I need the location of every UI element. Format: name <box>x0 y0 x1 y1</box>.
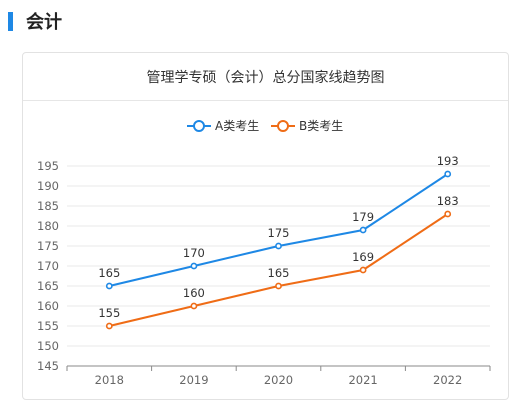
y-tick-label: 170 <box>37 259 59 273</box>
legend-item-b[interactable]: B类考生 <box>271 119 343 133</box>
x-tick-label: 2021 <box>348 373 377 387</box>
data-label: 183 <box>437 194 459 208</box>
y-tick-label: 165 <box>37 279 59 293</box>
legend-circle-marker <box>193 120 205 132</box>
data-point[interactable] <box>359 266 367 274</box>
data-point[interactable] <box>105 322 113 330</box>
legend-circle-marker <box>277 120 289 132</box>
chart-title-row: 管理学专硕（会计）总分国家线趋势图 <box>23 53 508 101</box>
chart-grid <box>67 165 490 347</box>
chart-series: 165 170 175 179 193 155 160 165 169 183 <box>98 154 459 330</box>
data-point[interactable] <box>190 262 198 270</box>
y-tick-label: 180 <box>37 219 59 233</box>
x-tick-label: 2022 <box>433 373 462 387</box>
data-label: 165 <box>268 266 290 280</box>
series-b: 155 160 165 169 183 <box>98 194 459 330</box>
y-tick-label: 150 <box>37 339 59 353</box>
y-tick-label: 145 <box>37 359 59 373</box>
series-a: 165 170 175 179 193 <box>98 154 459 290</box>
legend-label: A类考生 <box>215 119 259 133</box>
legend-item-a[interactable]: A类考生 <box>187 119 259 133</box>
data-label: 175 <box>268 226 290 240</box>
data-label: 165 <box>98 266 120 280</box>
y-tick-label: 190 <box>37 179 59 193</box>
data-label: 160 <box>183 286 205 300</box>
section-header: 会计 <box>0 0 517 40</box>
data-label: 170 <box>183 246 205 260</box>
chart-title: 管理学专硕（会计）总分国家线趋势图 <box>146 70 385 86</box>
chart-axes: 145 150 155 160 165 170 175 180 185 190 195 2018 201… <box>37 159 491 387</box>
data-point[interactable] <box>190 302 198 310</box>
chart-legend[interactable]: A类考生 B类考生 <box>187 119 343 133</box>
y-tick-label: 155 <box>37 319 59 333</box>
data-point[interactable] <box>275 242 282 250</box>
data-label: 179 <box>352 210 374 224</box>
data-point[interactable] <box>444 170 452 178</box>
section-title: 会计 <box>26 12 62 33</box>
data-point[interactable] <box>359 226 367 234</box>
y-tick-label: 175 <box>37 239 59 253</box>
x-tick-label: 2018 <box>95 373 124 387</box>
y-tick-label: 185 <box>37 199 59 213</box>
legend-label: B类考生 <box>299 119 343 133</box>
x-tick-label: 2019 <box>179 373 208 387</box>
section-accent-bar <box>8 12 13 31</box>
y-tick-label: 160 <box>37 299 59 313</box>
data-label: 169 <box>352 250 374 264</box>
x-tick-label: 2020 <box>264 373 293 387</box>
data-label: 193 <box>437 154 459 168</box>
data-point[interactable] <box>105 282 113 290</box>
data-point[interactable] <box>444 210 452 218</box>
data-label: 155 <box>98 306 120 320</box>
data-point[interactable] <box>275 282 282 290</box>
y-tick-label: 195 <box>37 159 59 173</box>
